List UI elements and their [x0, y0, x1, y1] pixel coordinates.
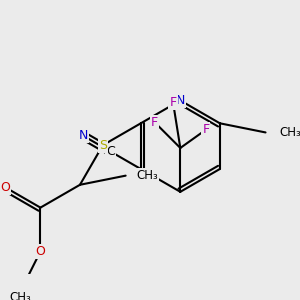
Text: CH₃: CH₃ — [136, 169, 158, 182]
Text: CH₃: CH₃ — [279, 126, 300, 139]
Text: O: O — [0, 181, 10, 194]
Text: N: N — [176, 94, 185, 107]
Text: C: C — [106, 145, 115, 158]
Text: S: S — [99, 139, 107, 152]
Text: CH₃: CH₃ — [9, 291, 31, 300]
Text: F: F — [169, 96, 177, 109]
Text: F: F — [151, 116, 158, 129]
Text: O: O — [35, 245, 45, 258]
Text: F: F — [202, 123, 209, 136]
Text: N: N — [78, 129, 88, 142]
